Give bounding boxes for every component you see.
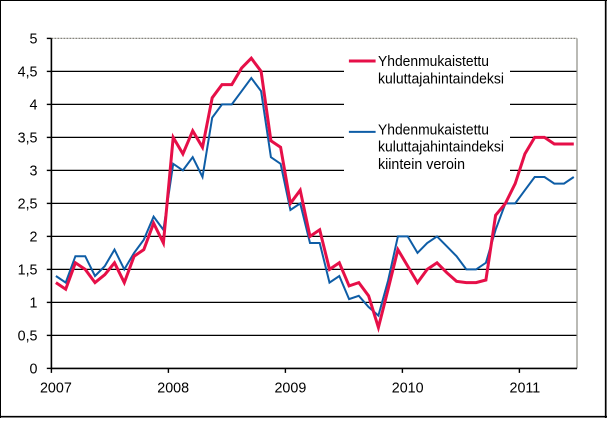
svg-text:Yhdenmukaistettu: Yhdenmukaistettu bbox=[378, 53, 489, 70]
svg-text:2010: 2010 bbox=[392, 381, 424, 397]
svg-text:3,5: 3,5 bbox=[18, 130, 38, 146]
svg-text:2011: 2011 bbox=[510, 381, 541, 397]
svg-text:3: 3 bbox=[30, 163, 38, 179]
svg-text:2009: 2009 bbox=[274, 381, 306, 397]
svg-text:2,5: 2,5 bbox=[18, 196, 38, 212]
svg-text:4: 4 bbox=[30, 97, 38, 113]
svg-text:2007: 2007 bbox=[40, 381, 72, 397]
svg-text:1: 1 bbox=[30, 295, 38, 311]
svg-text:kiintein veroin: kiintein veroin bbox=[378, 156, 465, 173]
svg-text:kuluttajahintaindeksi: kuluttajahintaindeksi bbox=[378, 139, 504, 156]
svg-text:2: 2 bbox=[30, 229, 38, 245]
svg-text:5: 5 bbox=[30, 31, 38, 47]
svg-text:1,5: 1,5 bbox=[18, 262, 38, 278]
svg-text:4,5: 4,5 bbox=[18, 64, 38, 80]
svg-text:0: 0 bbox=[30, 361, 38, 377]
svg-text:2008: 2008 bbox=[157, 381, 189, 397]
svg-text:0,5: 0,5 bbox=[18, 328, 38, 344]
svg-text:Yhdenmukaistettu: Yhdenmukaistettu bbox=[378, 121, 489, 138]
svg-text:kuluttajahintaindeksi: kuluttajahintaindeksi bbox=[378, 70, 504, 87]
